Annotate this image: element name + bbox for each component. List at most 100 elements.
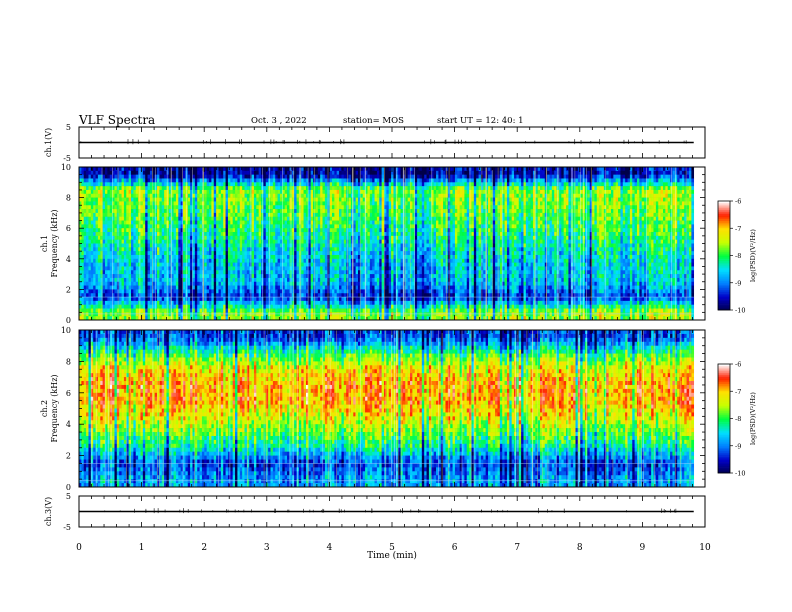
ch1-spectrogram-cell (149, 174, 153, 179)
ch1-spectrogram-cell (348, 186, 352, 191)
ch1-spectrogram-cell (336, 262, 340, 267)
ch1-spectrogram-cell (253, 316, 257, 321)
ch1-spectrogram-cell (223, 178, 226, 183)
ch1-spectrogram-cell (209, 254, 212, 260)
ch1-spectrogram-cell (145, 247, 148, 252)
ch1-spectrogram-cell (135, 212, 139, 218)
ch1-spectrogram-cell (360, 254, 364, 260)
ch1-spectrogram-cell (336, 235, 340, 240)
ch1-spectrogram-cell (331, 308, 335, 313)
ch1-spectrogram-cell (187, 197, 191, 202)
ch1-spectrogram-cell (284, 209, 288, 214)
ch1-spectrogram-cell (199, 209, 203, 214)
ch1-spectrogram-cell (270, 178, 274, 183)
ch1-spectrogram-cell (227, 266, 231, 271)
ch1-spectrogram-cell (327, 277, 330, 283)
ch1-spectrogram-cell (209, 182, 212, 187)
ch1-spectrogram-cell (360, 224, 364, 229)
ch1-spectrogram-cell (114, 205, 118, 210)
ch1-spectrogram-cell (343, 170, 347, 175)
ch1-spectrogram-cell (173, 170, 177, 175)
ch1-spectrogram-cell (86, 170, 89, 175)
ch1-spectrogram-cell (126, 274, 129, 279)
ch1-spectrogram-cell (147, 193, 151, 198)
ch1-spectrogram-cell (296, 266, 300, 271)
ch1-spectrogram-cell (317, 285, 321, 290)
ch1-spectrogram-cell (199, 251, 203, 256)
ch1-spectrogram-cell (173, 186, 177, 191)
ch1-spectrogram-cell (171, 197, 174, 202)
ch1-spectrogram-cell (258, 277, 262, 283)
ch1-spectrogram-cell (100, 293, 103, 298)
ch1-spectrogram-cell (97, 239, 101, 244)
ch1-spectrogram-cell (244, 281, 248, 286)
ch1-spectrogram-cell (220, 186, 224, 191)
ch1-spectrogram-cell (88, 258, 92, 263)
ch1-spectrogram-cell (263, 289, 267, 294)
ch1-spectrogram-cell (317, 316, 321, 321)
ch1-spectrogram-cell (308, 266, 311, 271)
ch1-spectrogram-cell (322, 239, 326, 244)
ch1-spectrogram-cell (100, 232, 103, 237)
ch1-spectrogram-cell (83, 251, 87, 256)
ch1-spectrogram-cell (272, 262, 276, 267)
ch1-spectrogram-cell (225, 251, 229, 256)
ch1-spectrogram-cell (168, 239, 172, 244)
ch1-spectrogram-cell (121, 300, 125, 306)
ch1-spectrogram-cell (126, 243, 129, 248)
ch1-spectrogram-cell (145, 228, 148, 233)
ch1-spectrogram-cell (135, 258, 139, 263)
ch1-spectrogram-cell (159, 235, 163, 240)
ch1-spectrogram-cell (353, 297, 356, 302)
ch1-spectrogram-cell (100, 266, 103, 271)
ch1-spectrogram-cell (204, 304, 207, 309)
ch1-spectrogram-cell (258, 293, 262, 298)
ch1-spectrogram-cell (197, 251, 200, 256)
ch1-spectrogram-cell (119, 228, 122, 233)
ch1-spectrogram-cell (272, 205, 276, 210)
ch1-spectrogram-cell (123, 308, 127, 313)
ch1-spectrogram-cell (251, 289, 255, 294)
ch1-spectrogram-cell (329, 274, 333, 279)
ch1-spectrogram-cell (102, 178, 106, 183)
ch1-spectrogram-cell (287, 251, 290, 256)
ch1-spectrogram-cell (227, 289, 231, 294)
ch1-spectrogram-cell (183, 277, 186, 283)
ch1-spectrogram-cell (211, 247, 215, 252)
ch1-spectrogram-cell (287, 186, 290, 191)
ch1-spectrogram-cell (168, 293, 172, 298)
ch1-spectrogram-cell (180, 235, 184, 240)
ch1-spectrogram-cell (242, 232, 245, 237)
ch1-spectrogram-cell (79, 281, 82, 286)
ch1-spectrogram-cell (206, 178, 210, 183)
ch1-spectrogram-cell (282, 193, 285, 198)
ch1-spectrogram-cell (197, 220, 200, 225)
ch1-spectrogram-cell (183, 293, 186, 298)
ch1-spectrogram-cell (97, 189, 101, 195)
ch1-spectrogram-cell (249, 289, 252, 294)
ch1-spectrogram-cell (317, 201, 321, 206)
ch1-spectrogram-cell (79, 170, 82, 175)
ch1-spectrogram-cell (329, 247, 333, 252)
ch1-spectrogram-cell (213, 285, 217, 290)
ch1-spectrogram-cell (235, 247, 238, 252)
ch1-spectrogram-cell (265, 285, 269, 290)
ch1-spectrogram-cell (126, 251, 129, 256)
ch1-spectrogram-cell (331, 254, 335, 260)
ch1-spectrogram-cell (145, 167, 148, 172)
ch1-spectrogram-cell (131, 258, 134, 263)
ch1-spectrogram-cell (284, 262, 288, 267)
ch1-spectrogram-cell (310, 308, 314, 313)
ch1-spectrogram-cell (341, 289, 345, 294)
ch1-spectrogram-cell (277, 285, 281, 290)
ch1-spectrogram-cell (180, 270, 184, 275)
ch1-spectrogram-cell (303, 297, 307, 302)
ch1-spectrogram-cell (284, 201, 288, 206)
ch1-spectrogram-cell (121, 289, 125, 294)
ch1-spectrogram-cell (253, 186, 257, 191)
ch1-spectrogram-cell (211, 266, 215, 271)
ch1-spectrogram-cell (178, 232, 181, 237)
ch1-spectrogram-cell (206, 297, 210, 302)
ch1-spectrogram-cell (199, 228, 203, 233)
ch1-spectrogram-cell (310, 220, 314, 225)
